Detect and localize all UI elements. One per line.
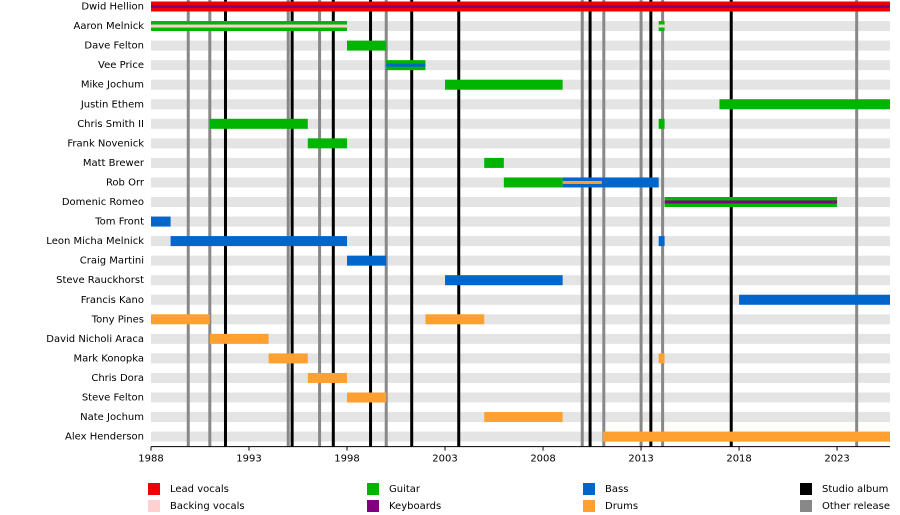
member-bar: [658, 236, 665, 247]
row-band: [151, 314, 890, 325]
legend-swatch: [583, 483, 595, 495]
legend-swatch: [583, 500, 595, 512]
member-name: Craig Martini: [80, 256, 144, 267]
legend-swatch: [148, 500, 160, 512]
member-name: Alex Henderson: [65, 432, 144, 443]
legend-label: Guitar: [389, 484, 421, 495]
member-bar: [151, 216, 171, 227]
row-band: [151, 40, 890, 51]
member-name: Mike Jochum: [81, 80, 144, 91]
member-bar: [602, 431, 890, 442]
member-name: Dave Felton: [84, 41, 144, 52]
legend-swatch: [367, 500, 379, 512]
member-bar: [425, 314, 485, 325]
member-bar: [484, 412, 563, 423]
x-tick-label: 1988: [138, 454, 163, 465]
member-name: Nate Jochum: [80, 412, 144, 423]
member-name: Leon Micha Melnick: [46, 236, 144, 247]
legend-swatch: [800, 500, 812, 512]
row-band: [151, 255, 890, 266]
member-bar: [307, 138, 348, 149]
legend-label: Backing vocals: [170, 501, 245, 512]
legend-label: Studio album: [822, 484, 888, 495]
x-tick-label: 2013: [628, 454, 653, 465]
member-bar: [209, 333, 269, 344]
legend-swatch: [148, 483, 160, 495]
member-bar: [209, 118, 308, 129]
member-bar: [658, 353, 665, 364]
member-bar: [347, 392, 387, 403]
member-name: Rob Orr: [106, 177, 145, 188]
member-bar: [151, 314, 210, 325]
member-name: Matt Brewer: [83, 158, 145, 169]
member-bar: [503, 177, 563, 188]
member-name: Justin Ethem: [80, 99, 144, 110]
member-name: Steve Rauckhorst: [56, 275, 144, 286]
member-bar: [658, 118, 665, 129]
member-name: Steve Felton: [82, 393, 144, 404]
row-band: [151, 197, 890, 207]
x-tick-label: 2023: [824, 454, 849, 465]
member-name: Tony Pines: [91, 314, 144, 325]
member-name: David Nicholi Araca: [46, 334, 144, 345]
member-bar: [347, 255, 387, 266]
member-bar: [347, 40, 387, 51]
row-band: [151, 372, 890, 383]
member-name: Mark Konopka: [73, 353, 144, 364]
row-band: [151, 216, 890, 227]
member-overlay: [151, 5, 890, 8]
row-band: [151, 60, 890, 71]
member-overlay: [664, 200, 838, 204]
member-overlay: [562, 180, 602, 184]
member-bar: [739, 294, 890, 305]
member-bar: [268, 353, 308, 364]
member-bar: [445, 79, 563, 90]
row-band: [151, 333, 890, 344]
member-name: Frank Novenick: [67, 138, 144, 149]
row-band: [151, 157, 890, 168]
legend-label: Other release: [822, 501, 890, 512]
legend-label: Lead vocals: [170, 484, 229, 495]
member-overlay: [151, 24, 348, 28]
x-tick-label: 1993: [236, 454, 261, 465]
member-name: Domenic Romeo: [62, 197, 144, 208]
member-name: Chris Dora: [91, 373, 144, 384]
row-band: [151, 392, 890, 403]
row-band: [151, 236, 890, 247]
x-tick-label: 1998: [334, 454, 359, 465]
row-band: [151, 294, 890, 305]
legend-label: Bass: [605, 484, 628, 495]
row-band: [151, 21, 890, 32]
member-bar: [484, 157, 504, 168]
member-name: Vee Price: [98, 60, 144, 71]
row-band: [151, 99, 890, 110]
x-tick-label: 2018: [726, 454, 751, 465]
row-band: [151, 138, 890, 149]
row-band: [151, 353, 890, 364]
member-bar: [170, 236, 348, 247]
member-name: Dwid Hellion: [81, 2, 144, 13]
member-bar: [562, 177, 659, 188]
member-name: Chris Smith II: [77, 119, 144, 130]
legend-swatch: [367, 483, 379, 495]
legend-label: Drums: [605, 501, 638, 512]
x-tick-label: 2008: [530, 454, 555, 465]
legend-label: Keyboards: [389, 501, 441, 512]
member-bar: [307, 372, 348, 383]
x-tick-label: 2003: [432, 454, 457, 465]
member-name: Tom Front: [94, 217, 144, 228]
member-name: Aaron Melnick: [74, 21, 145, 32]
legend-swatch: [800, 483, 812, 495]
member-overlay: [658, 24, 665, 28]
member-overlay: [386, 63, 426, 67]
row-band: [151, 431, 890, 442]
member-bar: [445, 275, 563, 286]
member-name: Francis Kano: [81, 295, 144, 306]
member-bar: [719, 99, 890, 110]
row-band: [151, 118, 890, 129]
